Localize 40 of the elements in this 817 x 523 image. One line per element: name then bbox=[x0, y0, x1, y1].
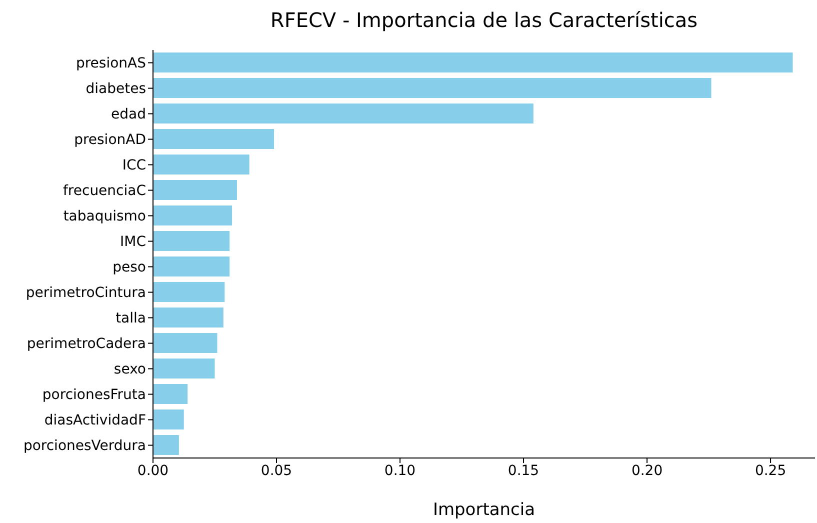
y-tick-label: diabetes bbox=[86, 81, 146, 98]
y-tick-label: perimetroCadera bbox=[26, 336, 146, 352]
bar bbox=[153, 154, 250, 175]
bar bbox=[153, 206, 232, 226]
y-tick-label: IMC bbox=[120, 234, 146, 250]
bar bbox=[153, 104, 534, 124]
x-tick-label: 0.20 bbox=[631, 462, 663, 479]
y-tick-label: porcionesVerdura bbox=[23, 438, 146, 454]
bar bbox=[153, 410, 184, 430]
y-tick-label: diasActividadF bbox=[44, 412, 146, 429]
bar bbox=[153, 256, 230, 277]
bar bbox=[153, 384, 188, 404]
y-tick-label: presionAD bbox=[74, 132, 146, 148]
y-tick-label: perimetroCintura bbox=[26, 285, 146, 302]
x-tick-label: 0.05 bbox=[260, 462, 292, 479]
bar bbox=[153, 129, 274, 150]
bar bbox=[153, 435, 179, 456]
y-tick-label: peso bbox=[112, 260, 146, 276]
bar bbox=[153, 180, 237, 200]
y-tick-label: frecuenciaC bbox=[63, 183, 146, 200]
bar bbox=[153, 333, 218, 354]
y-tick-label: porcionesFruta bbox=[42, 387, 146, 404]
bar bbox=[153, 231, 230, 252]
x-tick-label: 0.15 bbox=[508, 462, 540, 479]
y-tick-label: ICC bbox=[122, 158, 146, 174]
chart-title: RFECV - Importancia de las Características bbox=[269, 8, 699, 32]
bar bbox=[153, 358, 215, 379]
y-tick-label: sexo bbox=[114, 362, 146, 378]
y-tick-label: presionAS bbox=[76, 56, 146, 72]
bar bbox=[153, 52, 793, 73]
x-tick-label: 0.10 bbox=[384, 462, 416, 479]
y-tick-label: tabaquismo bbox=[63, 208, 146, 225]
bar bbox=[153, 308, 224, 328]
x-axis-title: Importancia bbox=[432, 500, 536, 520]
y-tick-label: talla bbox=[116, 310, 146, 327]
bar bbox=[153, 282, 225, 302]
bar bbox=[153, 78, 712, 98]
x-tick-label: 0.00 bbox=[137, 462, 169, 479]
y-tick-label: edad bbox=[111, 106, 146, 123]
x-tick-label: 0.25 bbox=[754, 462, 786, 479]
